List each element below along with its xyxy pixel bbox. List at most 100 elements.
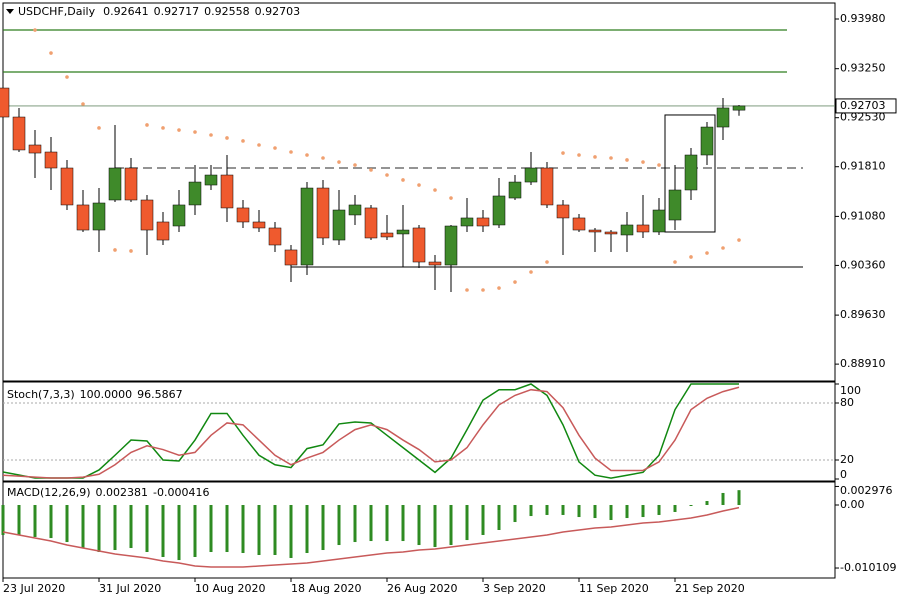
candle-body — [412, 227, 426, 263]
stoch-main-value: 100.0000 — [80, 388, 133, 401]
macd-bar — [609, 505, 613, 521]
candle-body — [236, 207, 250, 223]
sar-dot — [609, 156, 613, 160]
indicator-name: Stoch(7,3,3) — [7, 388, 75, 401]
candle-body — [204, 174, 218, 186]
x-tick-label: 3 Sep 2020 — [483, 582, 546, 595]
sar-dot — [465, 288, 469, 292]
macd-bar — [497, 505, 501, 530]
candle-body — [332, 209, 346, 241]
sar-dot — [593, 155, 597, 159]
macd-bar — [257, 505, 261, 555]
macd-bar — [1, 505, 5, 535]
candle-body — [172, 204, 186, 227]
sar-dot — [337, 160, 341, 164]
candle-body — [364, 207, 378, 239]
sar-dot — [49, 51, 53, 55]
macd-bar — [529, 505, 533, 517]
macd-bar — [449, 505, 453, 546]
macd-bar — [193, 505, 197, 557]
sar-dot — [401, 178, 405, 182]
indicator-line — [2, 386, 740, 479]
y-tick-label: 100 — [840, 384, 861, 397]
candle-body — [268, 227, 282, 246]
sar-dot — [433, 188, 437, 192]
open-value: 0.92641 — [103, 5, 149, 18]
candle-body — [508, 181, 522, 199]
y-tick-label: 0.91810 — [840, 160, 886, 173]
sar-dot — [657, 163, 661, 167]
low-value: 0.92558 — [204, 5, 250, 18]
sar-dot — [273, 146, 277, 150]
sar-dot — [81, 102, 85, 106]
candle-body — [492, 195, 506, 226]
sar-dot — [97, 126, 101, 130]
sar-dot — [145, 123, 149, 127]
candle-body — [28, 144, 42, 154]
pane-frame — [2, 2, 836, 382]
sar-dot — [209, 133, 213, 137]
macd-bar — [401, 505, 405, 542]
sar-dot — [225, 136, 229, 140]
macd-bar — [321, 505, 325, 551]
macd-bar — [353, 505, 357, 543]
stoch-header: Stoch(7,3,3) 100.0000 96.5867 — [7, 388, 183, 401]
candle-body — [12, 116, 26, 151]
macd-bar — [161, 505, 165, 557]
macd-bar — [513, 505, 517, 523]
candle-body — [0, 87, 10, 118]
y-tick-label: 80 — [840, 396, 854, 409]
macd-header: MACD(12,26,9) 0.002381 -0.000416 — [7, 486, 210, 499]
candle-body — [284, 249, 298, 266]
y-tick-label: 20 — [840, 453, 854, 466]
y-tick-label: 0.00 — [840, 498, 865, 511]
menu-arrow[interactable] — [6, 9, 14, 14]
sar-dot — [385, 173, 389, 177]
candle-body — [652, 209, 666, 233]
macd-bar — [417, 505, 421, 546]
macd-bar — [97, 505, 101, 553]
sar-dot — [561, 151, 565, 155]
macd-bar — [273, 505, 277, 555]
x-tick-label: 11 Sep 2020 — [579, 582, 649, 595]
macd-bar — [593, 505, 597, 519]
macd-bar — [641, 505, 645, 518]
candle-body — [76, 204, 90, 231]
candle-body — [620, 224, 634, 236]
sar-dot — [257, 143, 261, 147]
macd-value: 0.002381 — [96, 486, 149, 499]
candle-body — [732, 105, 746, 111]
candle-body — [92, 202, 106, 231]
sar-dot — [737, 238, 741, 242]
sar-dot — [177, 128, 181, 132]
macd-bar — [433, 505, 437, 548]
candle-body — [444, 225, 458, 266]
sar-dot — [241, 139, 245, 143]
candle-body — [60, 167, 74, 206]
candle-body — [524, 167, 538, 183]
macd-bar — [225, 505, 229, 553]
high-value: 0.92717 — [154, 5, 200, 18]
macd-bar — [385, 505, 389, 542]
candle-body — [220, 174, 234, 209]
pane-frame — [2, 381, 836, 482]
candle-body — [348, 204, 362, 216]
y-tick-label: 0.88910 — [840, 357, 886, 370]
y-tick-label: 0.92530 — [840, 111, 886, 124]
candle-body — [460, 217, 474, 227]
sar-dot — [113, 248, 117, 252]
candle-body — [380, 232, 394, 238]
y-tick-label: 0.91080 — [840, 209, 886, 222]
signal-line — [2, 506, 740, 568]
sar-dot — [417, 183, 421, 187]
candle-body — [636, 224, 650, 233]
macd-bar — [705, 501, 709, 506]
sar-dot — [369, 168, 373, 172]
sar-dot — [673, 260, 677, 264]
macd-bar — [577, 505, 581, 518]
macd-bar — [561, 505, 565, 515]
candle-body — [540, 167, 554, 206]
sar-dot — [689, 255, 693, 259]
sar-dot — [513, 280, 517, 284]
candle-body — [188, 181, 202, 206]
